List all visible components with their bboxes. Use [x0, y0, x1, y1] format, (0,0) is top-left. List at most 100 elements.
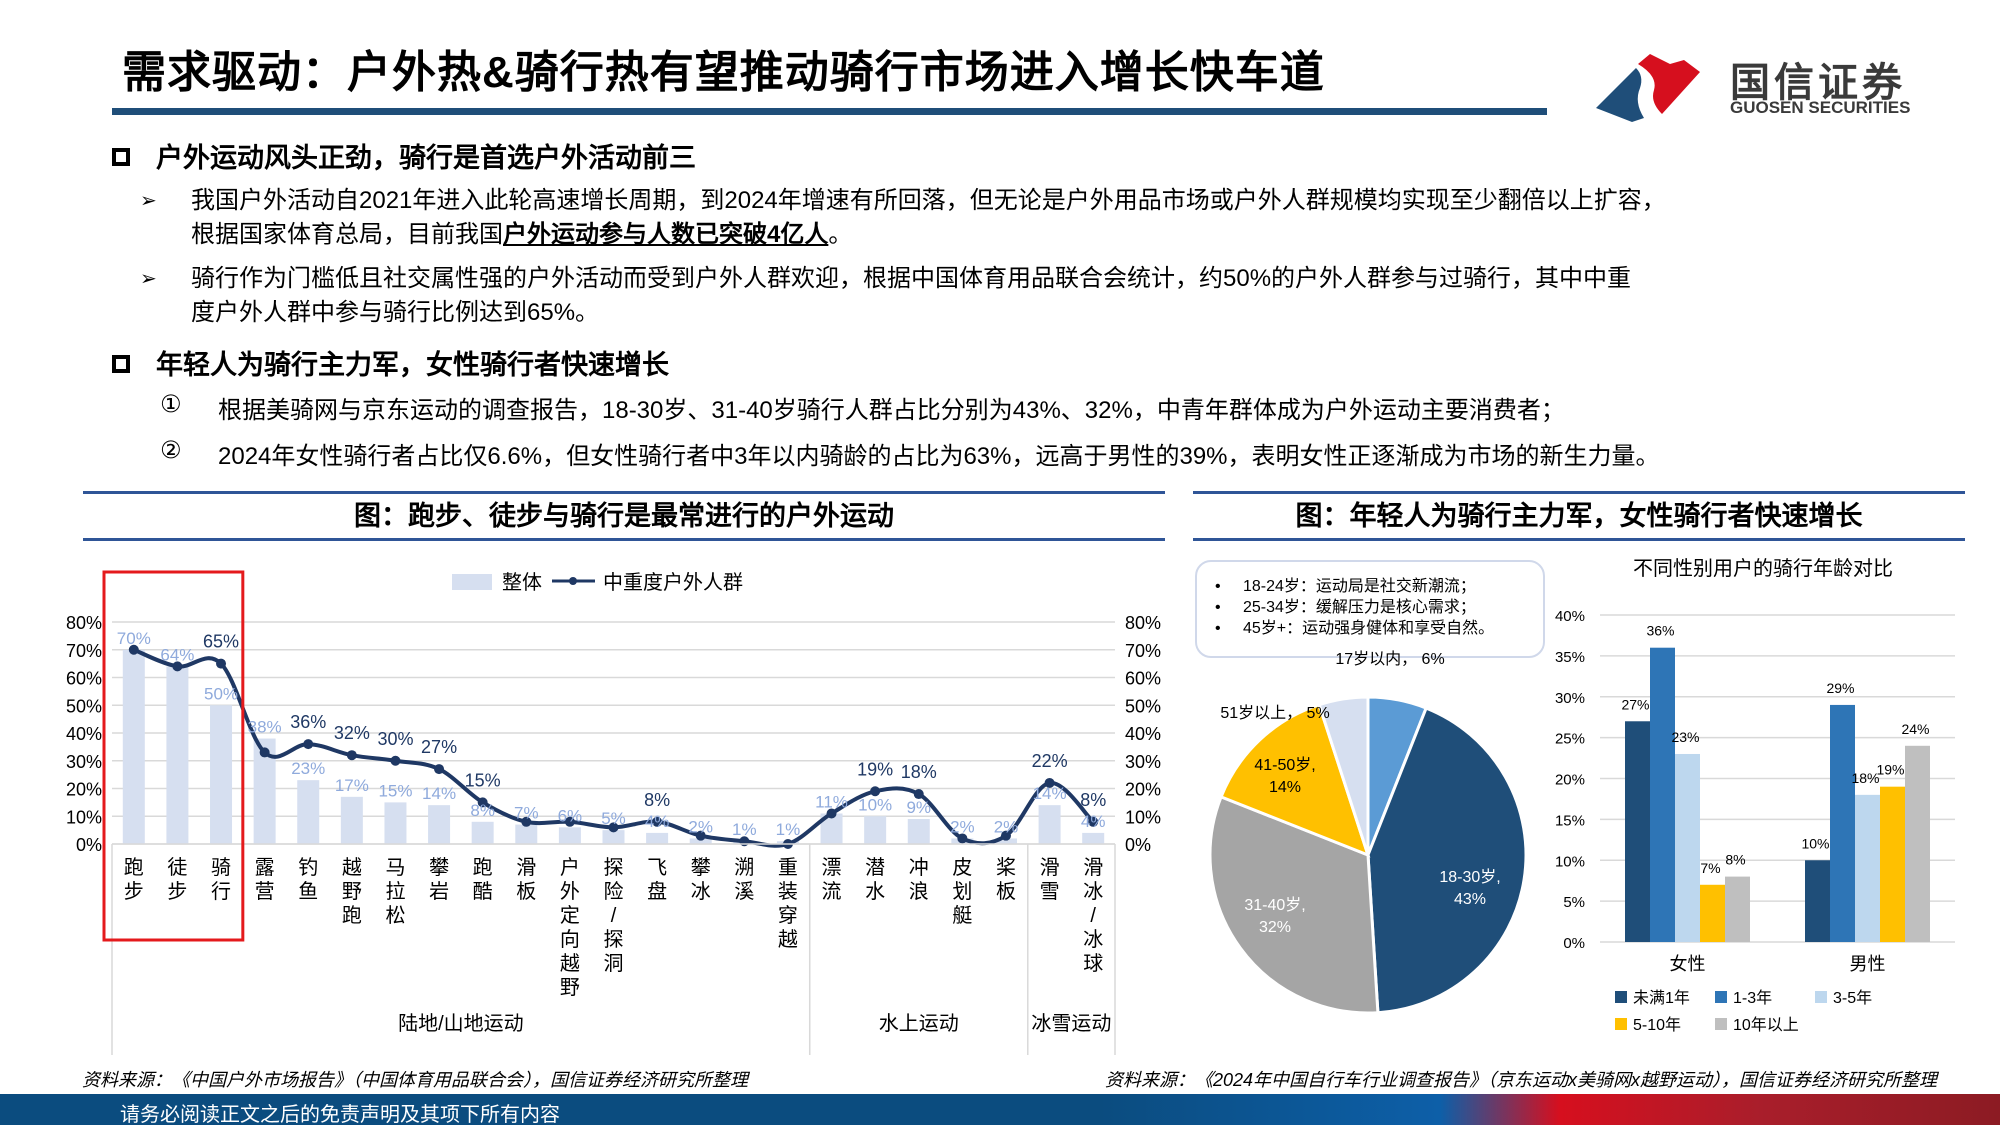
logo-text-cn: 国信证券 [1730, 61, 1906, 105]
pie-label: 18-30岁, [1439, 868, 1500, 886]
bar-overall [297, 780, 320, 844]
bar [1700, 884, 1725, 942]
bar-data-label: 38% [248, 718, 282, 737]
chart-legend: 整体 中重度户外人群 [452, 571, 743, 594]
x-axis-category: 骑行 [211, 856, 231, 903]
square-bullet-icon [112, 354, 130, 373]
legend-label: 整体 [502, 571, 542, 594]
line-marker [826, 808, 837, 819]
y-axis-right-tick: 10% [1125, 807, 1161, 827]
legend-bar-swatch [452, 574, 492, 590]
bar-data-label: 14% [422, 784, 456, 803]
x-axis-category: 飞盘 [647, 857, 667, 903]
group-label: 水上运动 [879, 1012, 959, 1035]
bar-overall [1082, 832, 1105, 844]
line-data-label: 30% [377, 729, 413, 749]
x-axis-category: 滑板 [516, 856, 536, 903]
pie-label: 31-40岁, [1244, 896, 1305, 914]
bar-data-label: 1% [776, 820, 801, 839]
x-axis-category: 攀冰 [691, 856, 711, 903]
bar-overall [994, 838, 1017, 844]
x-axis-category: 潜水 [865, 856, 885, 903]
y-axis-left-tick: 70% [66, 641, 102, 661]
section-heading-1: 户外运动风头正劲，骑行是首选户外活动前三 [112, 136, 696, 175]
bar-data-label: 27% [1621, 696, 1649, 712]
line-marker [564, 816, 575, 827]
y-axis-left-tick: 10% [66, 807, 102, 827]
line-marker [695, 830, 706, 841]
bar-data-label: 11% [815, 792, 848, 811]
bar-overall [471, 821, 494, 844]
age-distribution-pie: 17岁以内， 6% 18-30岁, 43% 31-40岁, 32% 41-50岁, 14% 5… [1208, 650, 1528, 1015]
line-marker [346, 750, 357, 761]
emphasized-text: 户外运动参与人数已突破4亿人 [503, 221, 829, 248]
x-axis-category: 漂流 [822, 856, 842, 903]
bar-overall [907, 819, 930, 844]
bar [1805, 860, 1830, 942]
y-axis-right-tick: 30% [1125, 752, 1161, 772]
bar-data-label: 4% [645, 812, 670, 831]
bar-data-label: 7% [1700, 860, 1720, 876]
bar-data-label: 15% [378, 781, 412, 800]
y-axis-left-tick: 0% [76, 835, 102, 855]
line-marker [477, 797, 488, 808]
y-axis-left-tick: 50% [66, 696, 102, 716]
bar [1625, 721, 1650, 942]
bar-data-label: 64% [160, 645, 194, 664]
line-marker [1000, 830, 1011, 841]
y-axis-right-tick: 40% [1125, 724, 1161, 744]
line-marker [434, 764, 445, 775]
y-axis-tick: 5% [1563, 894, 1585, 911]
bar [1830, 704, 1855, 942]
bar-data-label: 10% [858, 795, 892, 814]
x-axis-category: 皮划艇 [952, 856, 972, 927]
bar [1905, 745, 1930, 942]
y-axis-tick: 25% [1555, 731, 1585, 748]
line-marker [259, 747, 270, 758]
bar-overall [384, 802, 407, 844]
right-figure-title: 图：年轻人为骑行主力军，女性骑行者快速增长 [1193, 491, 1965, 541]
y-axis-tick: 20% [1555, 772, 1585, 789]
y-axis-left-tick: 20% [66, 780, 102, 800]
y-axis-right-tick: 0% [1125, 835, 1151, 855]
line-marker [216, 658, 227, 669]
highlight-box [102, 570, 245, 942]
title-underline [112, 108, 1547, 115]
bar-data-label: 23% [1671, 729, 1699, 745]
line-marker [1088, 816, 1099, 827]
bar-data-label: 23% [291, 759, 325, 778]
x-axis-category: 徒步 [167, 856, 187, 903]
bar-overall [820, 813, 843, 844]
arrow-bullet-icon: ➢ [140, 190, 157, 212]
group-label: 陆地/山地运动 [398, 1012, 524, 1035]
bar [1880, 786, 1905, 942]
bar-overall [166, 666, 189, 844]
y-axis-left-tick: 80% [66, 613, 102, 633]
y-axis-right-tick: 50% [1125, 696, 1161, 716]
x-axis-category: 攀岩 [429, 856, 449, 903]
right-source-note: 资料来源：《2024年中国自行车行业调查报告》（京东运动x美骑网x越野运动），国… [1105, 1070, 1938, 1090]
legend-label: 1-3年 [1733, 989, 1772, 1007]
line-data-label: 8% [1080, 790, 1106, 810]
y-axis-right-tick: 60% [1125, 669, 1161, 689]
gender-riding-years-chart: 不同性别用户的骑行年龄对比 0% 5% 10% 15% 20% 25% 30% 35% 40% 27… [1555, 557, 1955, 1034]
line-data-label: 27% [421, 737, 457, 757]
line-data-label: 15% [465, 770, 501, 790]
bar [1855, 794, 1880, 942]
x-axis-category: 溯溪 [734, 856, 754, 903]
x-axis-category: 女性 [1670, 954, 1706, 974]
x-axis-category: 越野跑 [342, 856, 362, 927]
bar-data-label: 70% [117, 629, 151, 648]
bar-overall [253, 738, 276, 844]
line-data-label: 22% [1032, 751, 1068, 771]
pie-slice [1366, 706, 1528, 1015]
x-axis-category: 探险/探洞 [604, 856, 624, 975]
line-marker [957, 833, 968, 844]
line-marker [303, 739, 314, 750]
bar-data-label: 8% [1725, 852, 1745, 868]
legend-swatch [1715, 1018, 1727, 1030]
bar-data-label: 1% [732, 820, 757, 839]
line-data-label: 8% [644, 790, 670, 810]
x-axis-category: 桨板 [996, 856, 1016, 903]
bar-data-label: 4% [1081, 812, 1106, 831]
